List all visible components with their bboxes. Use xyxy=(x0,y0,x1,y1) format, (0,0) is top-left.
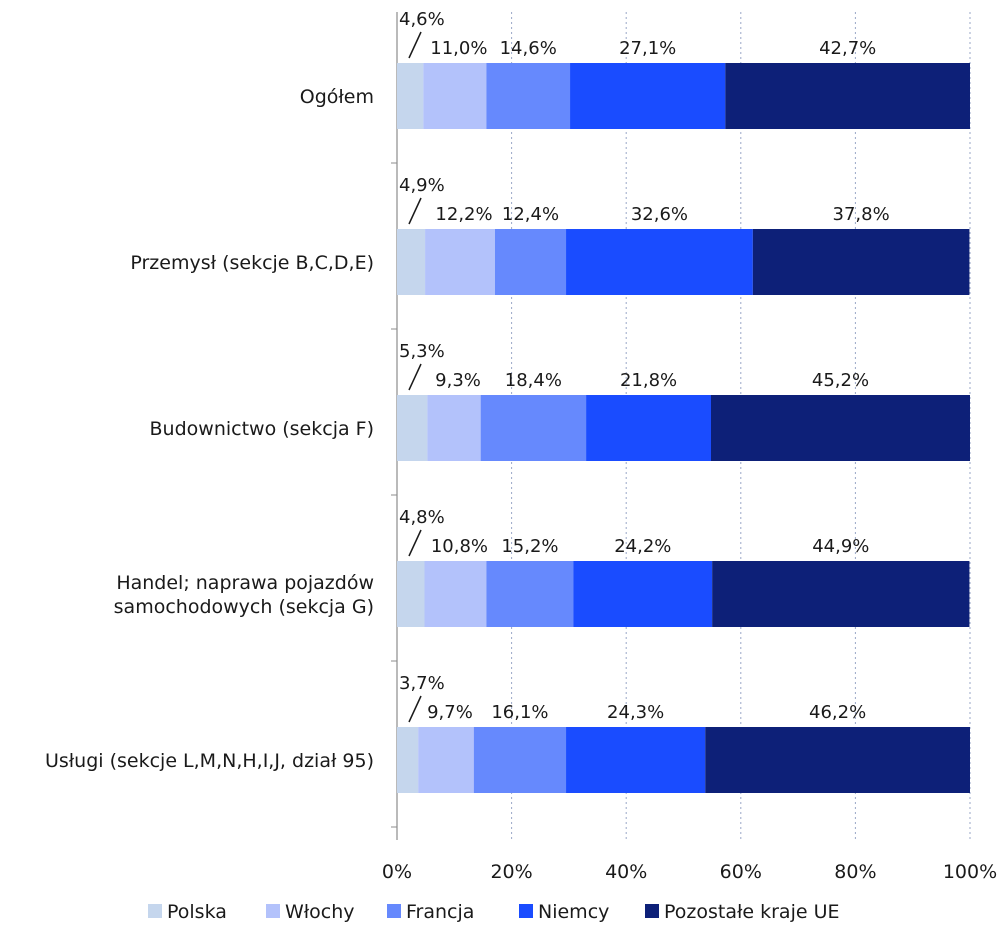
bar-segment-polska xyxy=(397,561,425,627)
x-tick-label: 0% xyxy=(382,861,412,883)
bar-segment-francja xyxy=(480,395,587,461)
x-tick-label: 40% xyxy=(605,861,647,883)
data-label: 10,8% xyxy=(431,536,488,557)
data-label: 14,6% xyxy=(500,38,557,59)
legend-swatch xyxy=(266,904,280,918)
data-label: 12,4% xyxy=(502,204,559,225)
data-label: 42,7% xyxy=(819,38,876,59)
legend-swatch xyxy=(645,904,659,918)
leader-line xyxy=(408,31,422,59)
data-label: 5,3% xyxy=(399,341,445,362)
bar-segment-w-ochy xyxy=(418,727,474,793)
category-label: Przemysł (sekcje B,C,D,E) xyxy=(130,252,374,274)
data-label: 32,6% xyxy=(631,204,688,225)
bar-segment-w-ochy xyxy=(423,63,487,129)
x-tick-label: 80% xyxy=(834,861,876,883)
bar-segment-niemcy xyxy=(570,63,726,129)
bar-segment-francja xyxy=(486,561,574,627)
bar-segment-niemcy xyxy=(586,395,712,461)
bar-segment-francja xyxy=(494,229,567,295)
x-tick-label: 60% xyxy=(720,861,762,883)
bar-segment-niemcy xyxy=(573,561,713,627)
legend-swatch xyxy=(148,904,162,918)
bar-segment-polska xyxy=(397,395,428,461)
bar-segment-pozosta-e-kraje-ue xyxy=(711,395,970,461)
x-tick-label: 20% xyxy=(490,861,532,883)
bar-segment-niemcy xyxy=(566,229,753,295)
data-label: 12,2% xyxy=(435,204,492,225)
leader-line xyxy=(408,695,422,723)
bar-segment-w-ochy xyxy=(425,229,495,295)
leader-line xyxy=(408,197,422,225)
data-label: 46,2% xyxy=(809,702,866,723)
bar-segment-w-ochy xyxy=(424,561,487,627)
category-label: Ogółem xyxy=(300,86,374,108)
legend-label: Niemcy xyxy=(538,901,609,923)
legend-label: Pozostałe kraje UE xyxy=(664,901,840,923)
data-label: 4,8% xyxy=(399,507,445,528)
bar-segment-francja xyxy=(486,63,571,129)
category-label: Handel; naprawa pojazdów xyxy=(116,572,374,594)
data-label: 45,2% xyxy=(812,370,869,391)
data-label: 11,0% xyxy=(430,38,487,59)
bar-segment-pozosta-e-kraje-ue xyxy=(712,561,970,627)
category-label: samochodowych (sekcja G) xyxy=(114,596,374,618)
bar-segment-francja xyxy=(473,727,567,793)
bar-segment-pozosta-e-kraje-ue xyxy=(705,727,970,793)
data-label: 9,7% xyxy=(427,702,473,723)
data-label: 44,9% xyxy=(812,536,869,557)
leader-line xyxy=(408,363,422,391)
x-tick-label: 100% xyxy=(943,861,997,883)
bar-segment-polska xyxy=(397,63,424,129)
legend-label: Polska xyxy=(167,901,227,923)
category-label: Usługi (sekcje L,M,N,H,I,J, dział 95) xyxy=(45,750,374,772)
data-label: 21,8% xyxy=(620,370,677,391)
data-label: 3,7% xyxy=(399,673,445,694)
legend-swatch xyxy=(519,904,533,918)
data-label: 9,3% xyxy=(435,370,481,391)
bar-segment-niemcy xyxy=(566,727,706,793)
data-label: 18,4% xyxy=(505,370,562,391)
data-label: 24,2% xyxy=(614,536,671,557)
bar-segment-w-ochy xyxy=(427,395,481,461)
bar-segment-polska xyxy=(397,727,419,793)
legend-label: Włochy xyxy=(285,901,355,923)
category-label: Budownictwo (sekcja F) xyxy=(150,418,374,440)
leader-line xyxy=(408,529,422,557)
legend-label: Francja xyxy=(406,901,474,923)
legend-swatch xyxy=(387,904,401,918)
data-label: 4,6% xyxy=(399,9,445,30)
data-label: 16,1% xyxy=(491,702,548,723)
bar-segment-pozosta-e-kraje-ue xyxy=(725,63,970,129)
data-label: 37,8% xyxy=(833,204,890,225)
data-label: 24,3% xyxy=(607,702,664,723)
data-label: 15,2% xyxy=(501,536,558,557)
bar-segment-polska xyxy=(397,229,426,295)
bar-segment-pozosta-e-kraje-ue xyxy=(752,229,970,295)
data-label: 27,1% xyxy=(619,38,676,59)
data-label: 4,9% xyxy=(399,175,445,196)
